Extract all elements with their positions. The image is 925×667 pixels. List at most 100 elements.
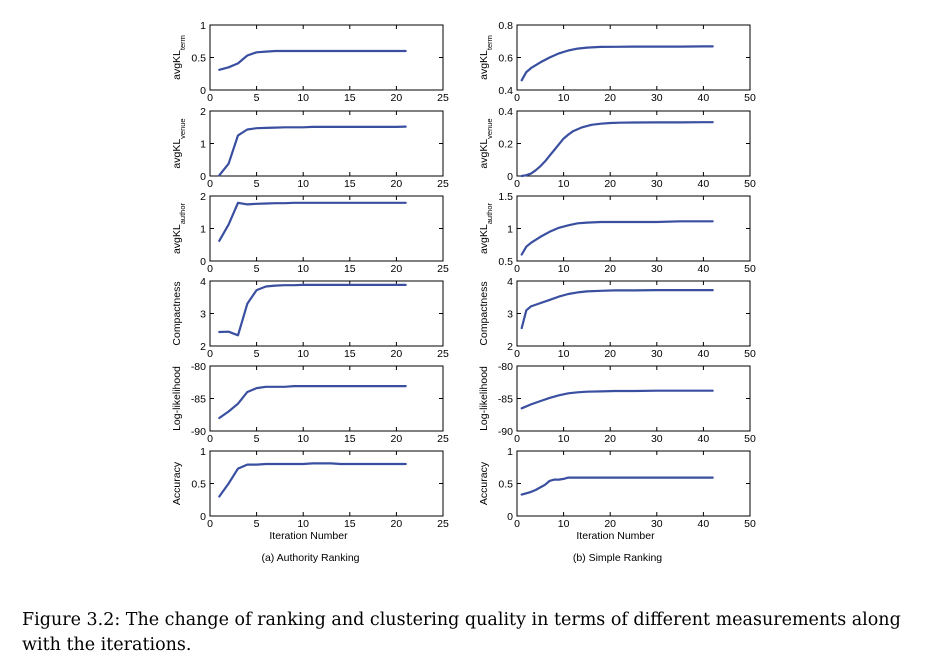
x-tick-label: 50: [744, 178, 756, 190]
y-tick-label: 1: [507, 446, 513, 458]
x-tick-label: 20: [391, 433, 403, 445]
x-tick-label: 0: [207, 263, 213, 275]
y-tick-label: -80: [498, 361, 513, 373]
y-axis-label: Log-likelihood: [171, 366, 183, 431]
x-tick-label: 15: [344, 348, 356, 360]
x-tick-label: 10: [297, 348, 309, 360]
series-line: [520, 389, 714, 410]
y-tick-label: 0: [507, 511, 513, 523]
plot-frame: [516, 110, 751, 177]
column-subtitle: (b) Simple Ranking: [573, 552, 662, 564]
y-tick-label: 0.2: [498, 139, 513, 151]
y-tick-label: 0.8: [498, 20, 513, 32]
y-tick-label: 0.5: [191, 53, 206, 65]
y-tick-label: 2: [200, 106, 206, 118]
plot-frame: [209, 365, 444, 432]
x-tick-label: 30: [651, 92, 663, 104]
x-tick-label: 20: [604, 518, 616, 530]
series-line: [218, 125, 407, 177]
plot-frame: [209, 24, 444, 91]
y-tick-label: -85: [498, 394, 513, 406]
x-tick-label: 15: [344, 263, 356, 275]
y-tick-label: 0.5: [498, 479, 513, 491]
x-tick-label: 10: [558, 433, 570, 445]
y-axis-label: Compactness: [171, 281, 183, 345]
plot-frame: [209, 110, 444, 177]
x-tick-label: 0: [207, 433, 213, 445]
y-axis-label: avgKLauthor: [171, 202, 187, 254]
y-axis-label: avgKLauthor: [478, 202, 494, 254]
x-tick-label: 25: [437, 518, 449, 530]
y-tick-label: -90: [191, 426, 206, 438]
y-tick-label: 0: [200, 171, 206, 183]
plot-frame: [516, 280, 751, 347]
x-tick-label: 10: [297, 92, 309, 104]
y-tick-label: 1: [200, 20, 206, 32]
x-tick-label: 40: [698, 348, 710, 360]
x-axis-label: Iteration Number: [269, 530, 348, 542]
series-line: [520, 289, 714, 330]
plot-1-5: 0 10 20 30 40 50 0 0.5 1 Accuracy: [478, 446, 756, 530]
x-tick-label: 30: [651, 348, 663, 360]
x-tick-label: 50: [744, 433, 756, 445]
y-axis-label: Compactness: [478, 281, 490, 345]
y-tick-label: 0: [507, 171, 513, 183]
x-tick-label: 0: [514, 348, 520, 360]
x-tick-label: 10: [297, 263, 309, 275]
series-line: [218, 283, 407, 337]
figure-caption: Figure 3.2: The change of ranking and cl…: [22, 610, 901, 655]
y-tick-label: -85: [191, 394, 206, 406]
plot-1-0: 0 10 20 30 40 50 0.4 0.6 0.8 avgKLterm: [478, 20, 756, 104]
column-subtitle: (a) Authority Ranking: [261, 552, 359, 564]
y-tick-label: 2: [200, 191, 206, 203]
y-tick-label: 2: [200, 341, 206, 353]
x-tick-label: 0: [514, 92, 520, 104]
x-tick-label: 30: [651, 433, 663, 445]
x-tick-label: 5: [254, 178, 260, 190]
x-tick-label: 0: [514, 263, 520, 275]
x-tick-label: 10: [297, 518, 309, 530]
series-line: [520, 476, 714, 496]
y-tick-label: 1: [200, 224, 206, 236]
x-tick-label: 20: [391, 178, 403, 190]
plot-0-3: 0 5 10 15 20 25 2 3 4 Compactness: [171, 276, 449, 360]
x-tick-label: 30: [651, 263, 663, 275]
x-tick-label: 25: [437, 178, 449, 190]
x-tick-label: 30: [651, 178, 663, 190]
x-tick-label: 25: [437, 92, 449, 104]
x-tick-label: 15: [344, 92, 356, 104]
y-axis-label: avgKLterm: [478, 35, 494, 80]
plot-0-4: 0 5 10 15 20 25 -90 -85 -80 Log-likelihood: [171, 361, 449, 445]
x-tick-label: 40: [698, 433, 710, 445]
x-tick-label: 10: [297, 433, 309, 445]
y-tick-label: 1: [507, 224, 513, 236]
y-tick-label: 2: [507, 341, 513, 353]
y-axis-label-subscript: term: [178, 35, 187, 50]
y-tick-label: 0.4: [498, 85, 513, 97]
x-tick-label: 20: [391, 518, 403, 530]
x-tick-label: 10: [558, 92, 570, 104]
plot-1-4: 0 10 20 30 40 50 -90 -85 -80 Log-likelihood: [478, 361, 756, 445]
x-tick-label: 20: [604, 92, 616, 104]
x-tick-label: 40: [698, 178, 710, 190]
y-axis-label-subscript: term: [485, 35, 494, 50]
plot-frame: [209, 450, 444, 517]
x-tick-label: 0: [207, 518, 213, 530]
x-tick-label: 5: [254, 348, 260, 360]
x-tick-label: 15: [344, 433, 356, 445]
x-tick-label: 50: [744, 92, 756, 104]
plot-frame: [209, 280, 444, 347]
y-tick-label: 0: [200, 256, 206, 268]
x-tick-label: 25: [437, 263, 449, 275]
x-tick-label: 50: [744, 518, 756, 530]
x-tick-label: 0: [514, 178, 520, 190]
x-tick-label: 30: [651, 518, 663, 530]
plot-0-5: 0 5 10 15 20 25 0 0.5 1 Accuracy: [171, 446, 449, 530]
x-tick-label: 20: [391, 92, 403, 104]
plot-0-2: 0 5 10 15 20 25 0 1 2 avgKLauthor: [171, 191, 449, 275]
plot-frame: [516, 24, 751, 91]
series-line: [218, 462, 407, 498]
x-tick-label: 0: [514, 518, 520, 530]
plot-0-0: 0 5 10 15 20 25 0 0.5 1 avgKLterm: [171, 20, 449, 104]
